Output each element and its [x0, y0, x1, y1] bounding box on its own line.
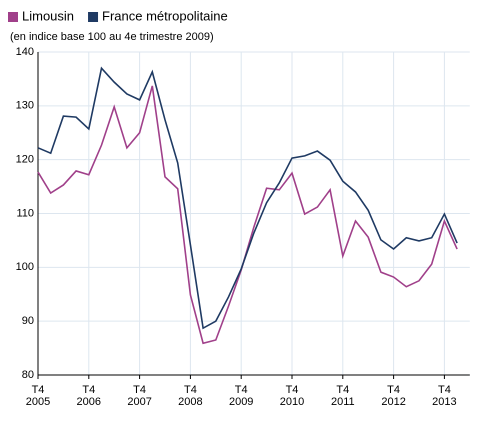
legend-label: France métropolitaine — [102, 8, 228, 23]
y-tick-label: 80 — [22, 369, 34, 381]
x-tick-label: T4 2006 — [77, 384, 101, 408]
y-tick-label: 100 — [16, 261, 34, 273]
x-tick-label: T4 2009 — [229, 384, 253, 408]
series-line — [37, 85, 458, 345]
y-tick-label: 110 — [16, 207, 34, 219]
x-tick-label: T4 2007 — [127, 384, 151, 408]
x-tick-label: T4 2012 — [381, 384, 405, 408]
legend-swatch — [8, 12, 18, 22]
x-tick-label: T4 2013 — [432, 384, 456, 408]
x-tick-label: T4 2008 — [178, 384, 202, 408]
legend-swatch — [88, 12, 99, 22]
y-tick-label: 130 — [16, 100, 34, 112]
legend: Limousin France métropolitaine — [8, 8, 228, 23]
legend-label: Limousin — [22, 8, 74, 23]
chart-subtitle: (en indice base 100 au 4e trimestre 2009… — [10, 31, 214, 43]
y-tick-label: 120 — [16, 154, 34, 166]
x-tick-label: T4 2011 — [331, 384, 355, 408]
y-tick-label: 140 — [16, 46, 34, 58]
x-tick-label: T4 2005 — [26, 384, 50, 408]
x-tick-label: T4 2010 — [280, 384, 304, 408]
series-line — [37, 66, 458, 330]
y-tick-label: 90 — [22, 315, 34, 327]
